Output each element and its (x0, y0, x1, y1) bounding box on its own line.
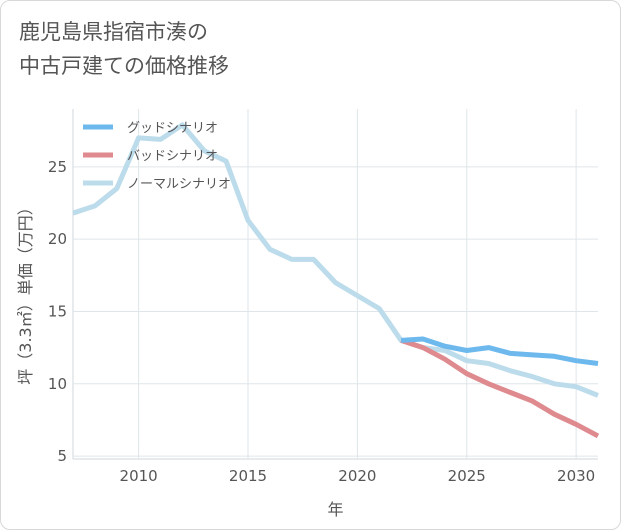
y-tick-label: 15 (48, 302, 67, 320)
x-tick-label: 2020 (338, 467, 376, 485)
legend-label-2: ノーマルシナリオ (127, 177, 231, 192)
series-line-2 (72, 122, 599, 398)
x-tick-label: 2030 (557, 467, 595, 485)
chart-title: 鹿児島県指宿市湊の 中古戸建ての価格推移 (19, 20, 229, 78)
legend-label-0: グッドシナリオ (127, 121, 218, 136)
grid (72, 109, 598, 460)
y-tick-label: 10 (48, 375, 67, 393)
y-axis-label: 坪（3.3㎡）単価（万円） (16, 199, 35, 384)
y-tick-label: 5 (57, 447, 67, 465)
series-layer (72, 122, 600, 439)
legend-label-1: バッドシナリオ (127, 149, 218, 164)
series-line-0 (400, 336, 599, 366)
x-tick-label: 2025 (448, 467, 486, 485)
x-axis-label: 年 (327, 500, 343, 519)
y-tick-label: 20 (48, 230, 67, 248)
y-tick-label: 25 (48, 158, 67, 176)
series-line-1 (400, 338, 600, 439)
x-tick-label: 2015 (229, 467, 267, 485)
x-tick-label: 2010 (120, 467, 158, 485)
